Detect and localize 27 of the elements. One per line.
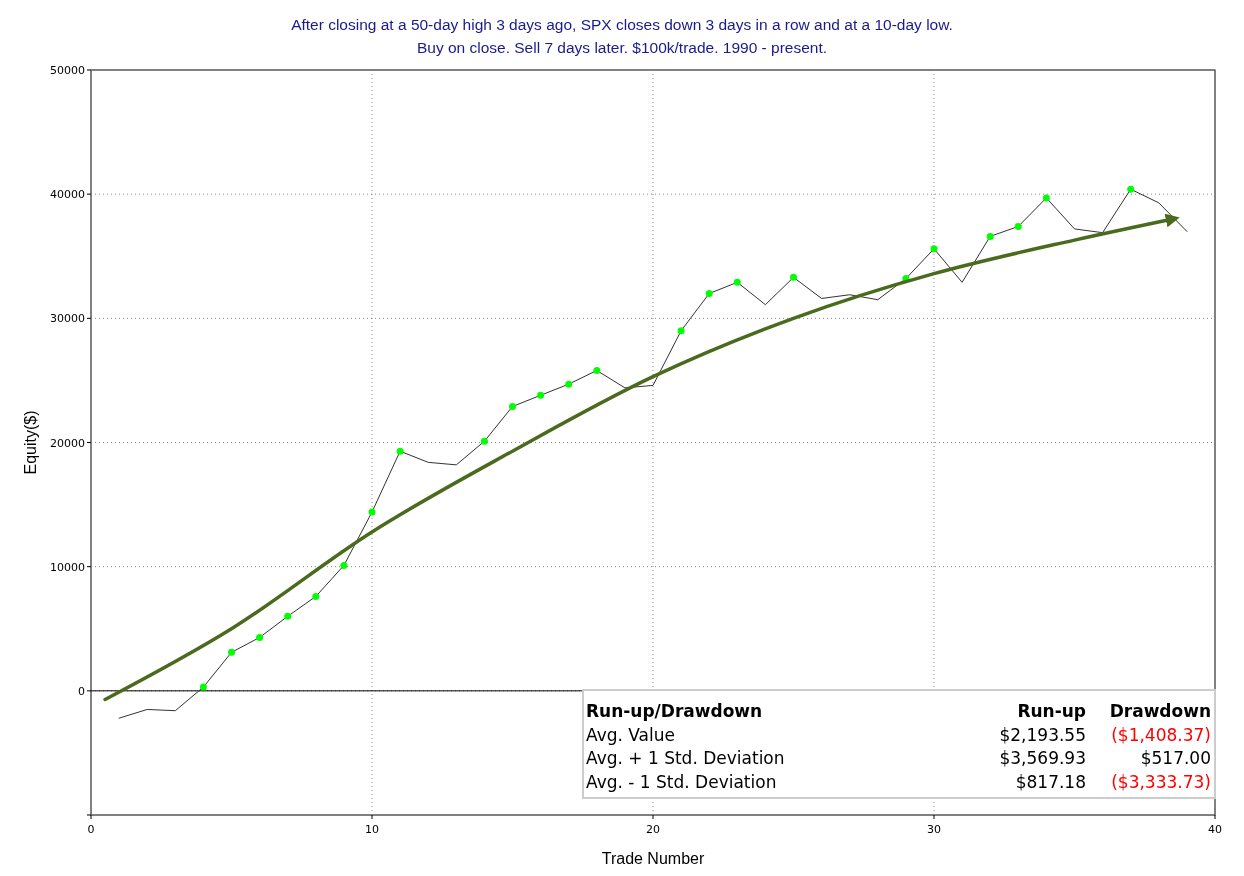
y-tick-label: 30000 <box>50 312 85 326</box>
x-axis-title: Trade Number <box>601 850 705 867</box>
annotation: Drawdown <box>1109 701 1211 721</box>
annotation: ($1,408.37) <box>1111 724 1211 745</box>
y-axis-title: Equity($) <box>22 410 39 475</box>
annotation: Avg. - 1 Std. Deviation <box>586 771 777 792</box>
x-tick-label: 20 <box>646 823 660 836</box>
annotation: $3,569.93 <box>999 748 1086 768</box>
annotation: Run-up/Drawdown <box>586 701 763 721</box>
x-tick-label: 10 <box>365 823 379 836</box>
y-tick-label: 50000 <box>50 64 85 77</box>
annotation: $517.00 <box>1140 748 1211 768</box>
chart-title: After closing at a 50-day high 3 days ago, SPX closes down 3 days in a row and at a 10-day low. <box>291 16 953 33</box>
y-tick-label: 0 <box>78 684 85 698</box>
annotation: Avg. Value <box>586 724 675 745</box>
x-tick-label: 0 <box>87 823 95 836</box>
annotation: Run-up <box>1017 701 1086 721</box>
chart-subtitle: Buy on close. Sell 7 days later. $100k/trade. 1990 - present. <box>416 39 828 56</box>
x-tick-label: 40 <box>1208 823 1222 836</box>
y-tick-label: 20000 <box>50 436 85 450</box>
y-tick-label: 10000 <box>50 560 85 574</box>
y-tick-label: 40000 <box>50 188 85 202</box>
annotation: $817.18 <box>1015 771 1086 792</box>
annotation: Avg. + 1 Std. Deviation <box>586 748 785 768</box>
annotation: ($3,333.73) <box>1111 771 1211 792</box>
annotation: $2,193.55 <box>999 724 1086 745</box>
x-tick-label: 30 <box>927 823 941 836</box>
